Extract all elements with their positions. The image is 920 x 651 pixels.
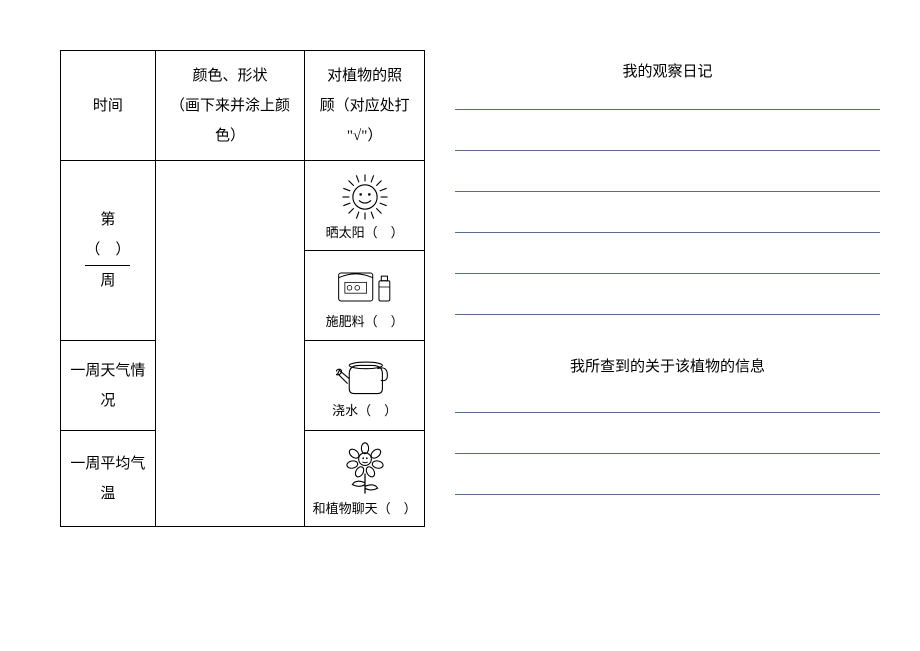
observation-table-container: 时间 颜色、形状 （画下来并涂上颜色） 对植物的照 顾（对应处打 "√"） 第 … xyxy=(60,50,425,535)
weather-label: 一周天气情况 xyxy=(70,363,145,409)
worksheet-page: 时间 颜色、形状 （画下来并涂上颜色） 对植物的照 顾（对应处打 "√"） 第 … xyxy=(0,0,920,565)
writing-line[interactable] xyxy=(455,453,880,454)
writing-line[interactable] xyxy=(455,191,880,192)
weather-cell[interactable]: 一周天气情况 xyxy=(61,341,156,431)
diary-section: 我的观察日记 xyxy=(455,60,880,315)
week-suffix: 周 xyxy=(100,273,115,289)
right-column: 我的观察日记 我所查到的关于该植物的信息 xyxy=(455,50,880,535)
header-care-l1: 对植物的照 xyxy=(327,68,402,84)
header-color-shape: 颜色、形状 （画下来并涂上颜色） xyxy=(155,51,304,161)
care-talk-label: 和植物聊天（ ） xyxy=(309,501,420,517)
care-talk-cell[interactable]: 和植物聊天（ ） xyxy=(305,431,425,527)
info-section: 我所查到的关于该植物的信息 xyxy=(455,355,880,495)
week-number-cell: 第 （ ） 周 xyxy=(61,161,156,341)
header-care: 对植物的照 顾（对应处打 "√"） xyxy=(305,51,425,161)
care-fertilize-cell[interactable]: 施肥料（ ） xyxy=(305,251,425,341)
writing-line[interactable] xyxy=(455,109,880,110)
writing-line[interactable] xyxy=(455,494,880,495)
drawing-area[interactable] xyxy=(155,161,304,527)
temperature-cell[interactable]: 一周平均气温 xyxy=(61,431,156,527)
header-time-label: 时间 xyxy=(93,98,123,114)
diary-title: 我的观察日记 xyxy=(455,60,880,81)
fertilizer-icon xyxy=(334,262,396,312)
table-header-row: 时间 颜色、形状 （画下来并涂上颜色） 对植物的照 顾（对应处打 "√"） xyxy=(61,51,425,161)
temperature-label: 一周平均气温 xyxy=(70,456,145,502)
writing-line[interactable] xyxy=(455,273,880,274)
care-water-label: 浇水（ ） xyxy=(309,403,420,419)
header-color-l1: 颜色、形状 xyxy=(193,68,268,84)
watering-can-icon xyxy=(336,353,394,401)
care-water-cell[interactable]: 浇水（ ） xyxy=(305,341,425,431)
week-prefix: 第 xyxy=(100,212,115,228)
writing-line[interactable] xyxy=(455,150,880,151)
week-blank[interactable]: （ ） xyxy=(85,235,130,266)
header-care-l3: "√"） xyxy=(347,128,382,144)
writing-line[interactable] xyxy=(455,232,880,233)
care-sun-label: 晒太阳（ ） xyxy=(309,225,420,241)
header-care-l2: 顾（对应处打 xyxy=(320,98,410,114)
writing-line[interactable] xyxy=(455,314,880,315)
care-fertilize-label: 施肥料（ ） xyxy=(309,314,420,330)
table-row: 第 （ ） 周 xyxy=(61,161,425,251)
sun-icon xyxy=(339,171,391,223)
flower-icon xyxy=(337,441,393,499)
header-time: 时间 xyxy=(61,51,156,161)
care-sun-cell[interactable]: 晒太阳（ ） xyxy=(305,161,425,251)
observation-table: 时间 颜色、形状 （画下来并涂上颜色） 对植物的照 顾（对应处打 "√"） 第 … xyxy=(60,50,425,527)
header-color-l2: （画下来并涂上颜色） xyxy=(170,98,290,144)
writing-line[interactable] xyxy=(455,412,880,413)
info-title: 我所查到的关于该植物的信息 xyxy=(455,355,880,376)
